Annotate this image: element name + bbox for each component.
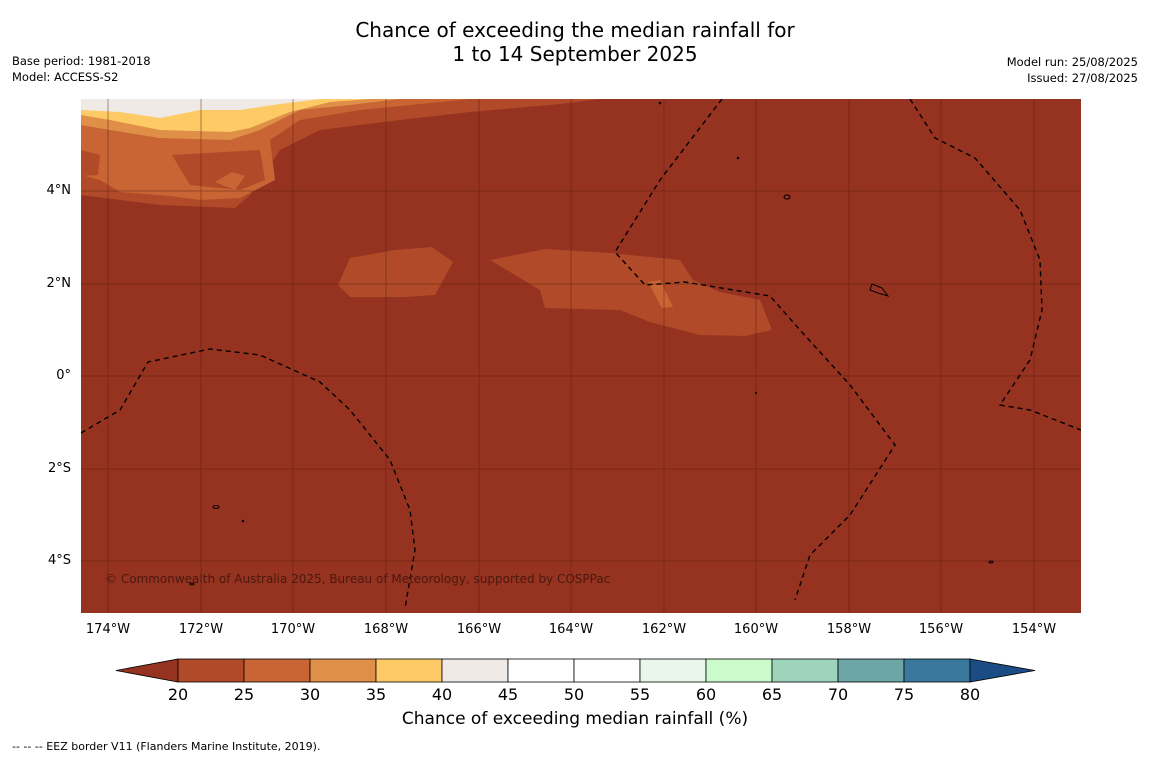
- colorbar-tick-55: 55: [629, 685, 651, 704]
- colorbar-extend-low: [115, 658, 179, 683]
- pocket-a: [81, 150, 100, 176]
- x-label-158w: 158°W: [826, 622, 872, 637]
- colorbar-tick-40: 40: [431, 685, 453, 704]
- colorbar-segment-50: [573, 658, 641, 683]
- meta-left: Base period: 1981-2018 Model: ACCESS-S2: [12, 53, 151, 85]
- eez-footnote: -- -- -- EEZ border V11 (Flanders Marine…: [12, 740, 321, 753]
- colorbar-tick-80: 80: [959, 685, 981, 704]
- colorbar-segment-55: [639, 658, 707, 683]
- colorbar: [115, 658, 1036, 683]
- colorbar-tick-65: 65: [761, 685, 783, 704]
- meta-right: Model run: 25/08/2025 Issued: 27/08/2025: [1007, 54, 1138, 86]
- y-label-4n: 4°N: [46, 183, 72, 198]
- colorbar-tick-45: 45: [497, 685, 519, 704]
- patch-east: [490, 249, 772, 336]
- colorbar-extend-high: [969, 658, 1036, 683]
- x-label-154w: 154°W: [1011, 622, 1057, 637]
- x-label-174w: 174°W: [85, 622, 131, 637]
- pocket-c: [215, 172, 245, 190]
- colorbar-segment-40: [441, 658, 509, 683]
- colorbar-label: Chance of exceeding median rainfall (%): [401, 709, 749, 729]
- x-label-168w: 168°W: [363, 622, 409, 637]
- graticule: [81, 99, 1081, 613]
- patch-west: [338, 247, 453, 297]
- patch-east-inner: [648, 280, 673, 308]
- islands: [189, 101, 994, 586]
- colorbar-tick-20: 20: [167, 685, 189, 704]
- y-label-2n: 2°N: [46, 276, 72, 291]
- colorbar-segment-45: [507, 658, 575, 683]
- base-period: Base period: 1981-2018: [12, 54, 151, 68]
- colorbar-tick-30: 30: [299, 685, 321, 704]
- y-label-2s: 2°S: [47, 461, 71, 476]
- x-label-172w: 172°W: [178, 622, 224, 637]
- model-run: Model run: 25/08/2025: [1006, 55, 1138, 69]
- x-label-162w: 162°W: [641, 622, 687, 637]
- x-label-164w: 164°W: [548, 622, 594, 637]
- model-name: Model: ACCESS-S2: [12, 70, 119, 84]
- colorbar-segment-30: [309, 658, 377, 683]
- colorbar-tick-25: 25: [233, 685, 255, 704]
- colorbar-segment-60: [705, 658, 773, 683]
- colorbar-segment-75: [903, 658, 971, 683]
- title-line-1: Chance of exceeding the median rainfall …: [355, 18, 795, 42]
- colorbar-segment-65: [771, 658, 839, 683]
- y-label-4s: 4°S: [47, 553, 71, 568]
- colorbar-tick-35: 35: [365, 685, 387, 704]
- colorbar-segment-25: [243, 658, 311, 683]
- copyright-notice: © Commonwealth of Australia 2025, Bureau…: [105, 572, 611, 586]
- x-label-170w: 170°W: [270, 622, 316, 637]
- colorbar-segment-70: [837, 658, 905, 683]
- x-label-160w: 160°W: [733, 622, 779, 637]
- x-label-166w: 166°W: [456, 622, 502, 637]
- colorbar-tick-60: 60: [695, 685, 717, 704]
- y-label-0: 0°: [56, 368, 71, 383]
- issued-date: Issued: 27/08/2025: [1027, 71, 1138, 85]
- x-label-156w: 156°W: [918, 622, 964, 637]
- colorbar-tick-50: 50: [563, 685, 585, 704]
- colorbar-tick-70: 70: [827, 685, 849, 704]
- colorbar-tick-75: 75: [893, 685, 915, 704]
- title-line-2: 1 to 14 September 2025: [452, 42, 698, 66]
- band-45-50: [81, 99, 320, 118]
- colorbar-segment-20: [177, 658, 245, 683]
- colorbar-segment-35: [375, 658, 443, 683]
- eez-borders: [81, 99, 1081, 609]
